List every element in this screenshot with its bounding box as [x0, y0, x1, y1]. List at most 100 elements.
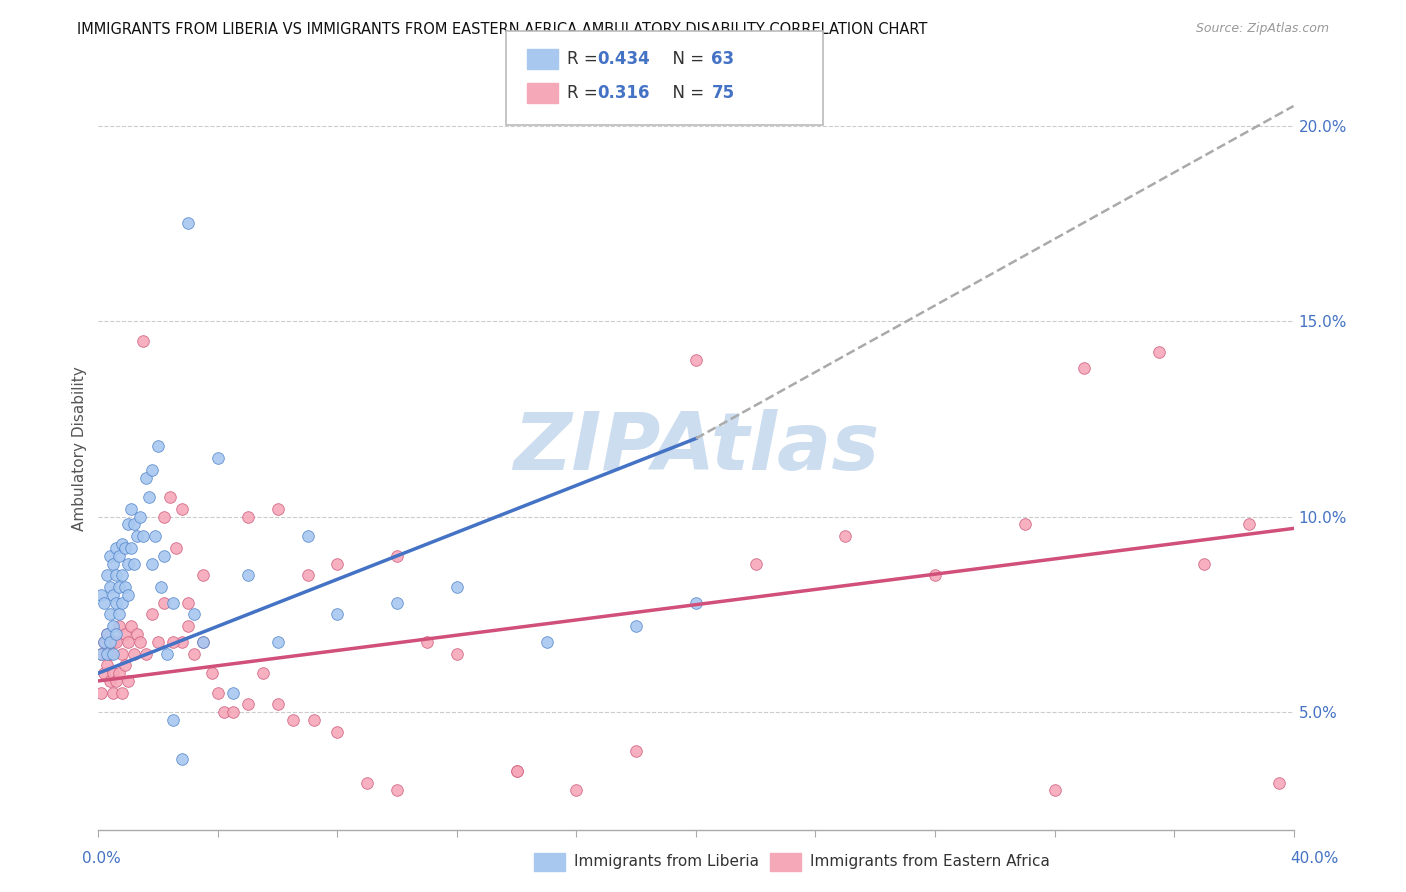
- Point: [141, 557, 163, 571]
- Point: [103, 647, 125, 661]
- Point: [416, 635, 439, 649]
- Point: [124, 517, 146, 532]
- Point: [252, 666, 274, 681]
- Point: [103, 588, 125, 602]
- Point: [90, 647, 112, 661]
- Point: [162, 596, 184, 610]
- Point: [177, 619, 200, 633]
- Point: [297, 529, 319, 543]
- Point: [93, 635, 115, 649]
- Point: [96, 627, 118, 641]
- Point: [1192, 557, 1215, 571]
- Point: [98, 607, 122, 622]
- Point: [117, 557, 139, 571]
- Point: [105, 568, 128, 582]
- Point: [326, 557, 349, 571]
- Point: [745, 557, 768, 571]
- Text: N =: N =: [662, 84, 710, 102]
- Point: [162, 635, 184, 649]
- Text: 40.0%: 40.0%: [1291, 851, 1339, 865]
- Point: [98, 549, 122, 563]
- Text: R =: R =: [567, 50, 603, 68]
- Point: [297, 568, 319, 582]
- Point: [105, 673, 128, 688]
- Y-axis label: Ambulatory Disability: Ambulatory Disability: [72, 366, 87, 531]
- Point: [111, 596, 134, 610]
- Point: [132, 529, 155, 543]
- Point: [117, 635, 139, 649]
- Point: [111, 686, 134, 700]
- Point: [108, 549, 131, 563]
- Point: [108, 619, 131, 633]
- Point: [236, 509, 259, 524]
- Point: [385, 783, 409, 797]
- Point: [172, 501, 194, 516]
- Point: [212, 705, 235, 719]
- Point: [191, 568, 214, 582]
- Point: [302, 713, 325, 727]
- Point: [153, 509, 176, 524]
- Point: [120, 541, 142, 555]
- Point: [159, 490, 181, 504]
- Point: [183, 647, 205, 661]
- Point: [281, 713, 304, 727]
- Point: [111, 568, 134, 582]
- Point: [105, 635, 128, 649]
- Point: [98, 580, 122, 594]
- Point: [141, 607, 163, 622]
- Point: [90, 588, 112, 602]
- Point: [236, 568, 259, 582]
- Point: [385, 549, 409, 563]
- Point: [93, 596, 115, 610]
- Point: [117, 517, 139, 532]
- Point: [183, 607, 205, 622]
- Point: [177, 596, 200, 610]
- Text: Source: ZipAtlas.com: Source: ZipAtlas.com: [1195, 22, 1329, 36]
- Point: [143, 529, 166, 543]
- Point: [90, 686, 112, 700]
- Point: [103, 557, 125, 571]
- Text: 63: 63: [711, 50, 734, 68]
- Point: [105, 596, 128, 610]
- Point: [117, 588, 139, 602]
- Point: [685, 596, 707, 610]
- Point: [103, 666, 125, 681]
- Point: [90, 647, 112, 661]
- Point: [165, 541, 187, 555]
- Point: [138, 490, 160, 504]
- Point: [924, 568, 946, 582]
- Point: [96, 568, 118, 582]
- Text: IMMIGRANTS FROM LIBERIA VS IMMIGRANTS FROM EASTERN AFRICA AMBULATORY DISABILITY : IMMIGRANTS FROM LIBERIA VS IMMIGRANTS FR…: [77, 22, 928, 37]
- Point: [267, 698, 290, 712]
- Point: [114, 541, 136, 555]
- Point: [267, 501, 290, 516]
- Point: [103, 635, 125, 649]
- Text: 0.0%: 0.0%: [82, 851, 121, 865]
- Point: [506, 764, 529, 778]
- Point: [148, 635, 170, 649]
- Point: [834, 529, 856, 543]
- Point: [1237, 517, 1260, 532]
- Point: [153, 549, 176, 563]
- Point: [129, 635, 152, 649]
- Point: [685, 353, 707, 368]
- Point: [1014, 517, 1036, 532]
- Point: [356, 775, 378, 789]
- Point: [98, 673, 122, 688]
- Point: [536, 635, 558, 649]
- Text: ZIPAtlas: ZIPAtlas: [513, 409, 879, 487]
- Point: [98, 635, 122, 649]
- Point: [108, 666, 131, 681]
- Text: 75: 75: [711, 84, 734, 102]
- Text: N =: N =: [662, 50, 710, 68]
- Point: [148, 439, 170, 453]
- Point: [108, 607, 131, 622]
- Point: [127, 529, 149, 543]
- Point: [98, 647, 122, 661]
- Point: [114, 658, 136, 673]
- Text: Immigrants from Eastern Africa: Immigrants from Eastern Africa: [810, 855, 1050, 869]
- Point: [236, 698, 259, 712]
- Point: [446, 647, 468, 661]
- Point: [626, 619, 648, 633]
- Point: [207, 450, 229, 465]
